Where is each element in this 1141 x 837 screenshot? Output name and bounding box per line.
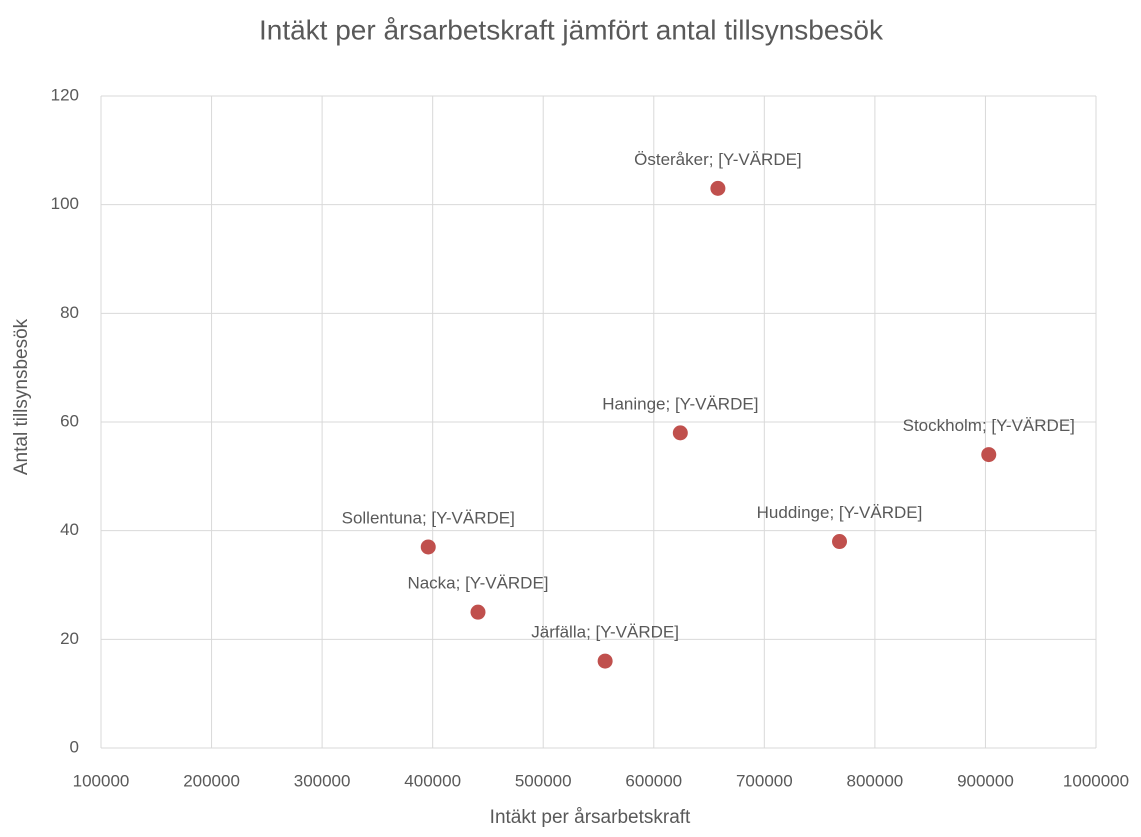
x-tick-label: 200000 (183, 771, 240, 790)
point (420, 539, 436, 555)
point (672, 425, 688, 441)
point (470, 604, 486, 620)
x-tick-label: 400000 (404, 771, 461, 790)
x-tick-label: 700000 (736, 771, 793, 790)
chart-title: Intäkt per årsarbetskraft jämfört antal … (259, 14, 884, 45)
y-tick-label: 100 (51, 194, 79, 213)
x-tick-label: 100000 (73, 771, 130, 790)
point (832, 534, 848, 550)
x-tick-label: 300000 (294, 771, 351, 790)
data-label: Haninge; [Y-VÄRDE] (602, 394, 758, 413)
y-tick-label: 20 (60, 629, 79, 648)
x-tick-label: 600000 (625, 771, 682, 790)
y-tick-label: 120 (51, 85, 79, 104)
y-tick-label: 0 (70, 737, 79, 756)
data-label: Stockholm; [Y-VÄRDE] (903, 416, 1075, 435)
data-label: Huddinge; [Y-VÄRDE] (757, 503, 923, 522)
y-tick-label: 60 (60, 411, 79, 430)
x-tick-label: 500000 (515, 771, 572, 790)
x-tick-label: 800000 (847, 771, 904, 790)
point (981, 447, 997, 463)
point (710, 180, 726, 196)
data-label: Sollentuna; [Y-VÄRDE] (342, 508, 515, 527)
point (597, 653, 613, 669)
x-axis-label: Intäkt per årsarbetskraft (490, 807, 691, 828)
data-label: Nacka; [Y-VÄRDE] (407, 574, 548, 593)
data-label: Österåker; [Y-VÄRDE] (634, 150, 802, 169)
y-axis-label: Antal tillsynsbesök (11, 318, 32, 475)
y-tick-label: 40 (60, 520, 79, 539)
y-tick-label: 80 (60, 303, 79, 322)
x-tick-label: 1000000 (1063, 771, 1129, 790)
data-label: Järfälla; [Y-VÄRDE] (531, 623, 679, 642)
x-tick-label: 900000 (957, 771, 1014, 790)
